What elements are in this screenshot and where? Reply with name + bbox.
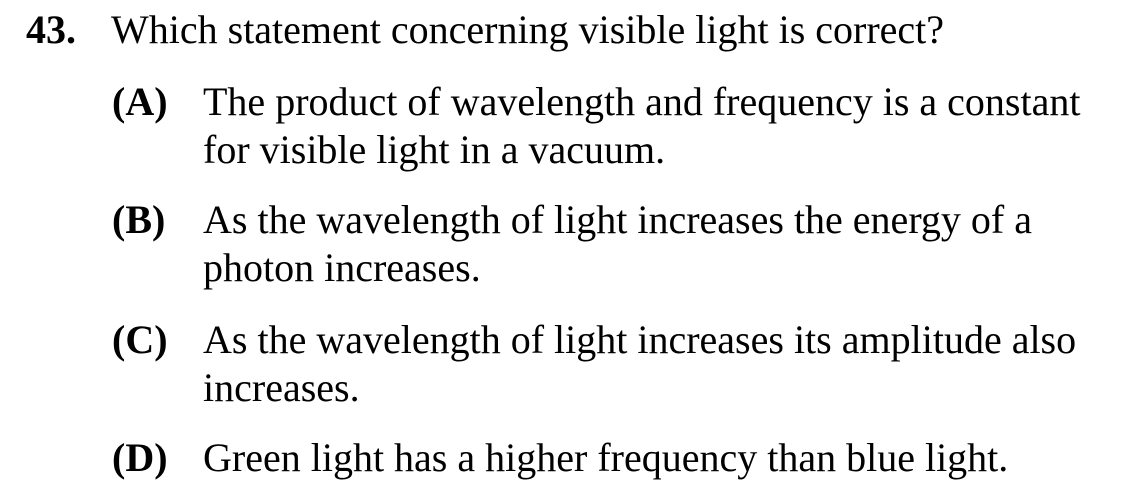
option-letter: (B) bbox=[112, 197, 166, 242]
option-text: As the wavelength of light increases the… bbox=[203, 197, 1032, 290]
option-text: The product of wavelength and frequency … bbox=[203, 79, 1081, 172]
question-number: 43. bbox=[26, 7, 76, 52]
option-text: Green light has a higher frequency than … bbox=[203, 435, 1009, 480]
option-letter: (C) bbox=[112, 317, 168, 362]
option-letter: (D) bbox=[112, 435, 168, 480]
question-stem: Which statement concerning visible light… bbox=[111, 7, 945, 52]
option-letter: (A) bbox=[112, 79, 168, 124]
option-text: As the wavelength of light increases its… bbox=[203, 317, 1077, 410]
